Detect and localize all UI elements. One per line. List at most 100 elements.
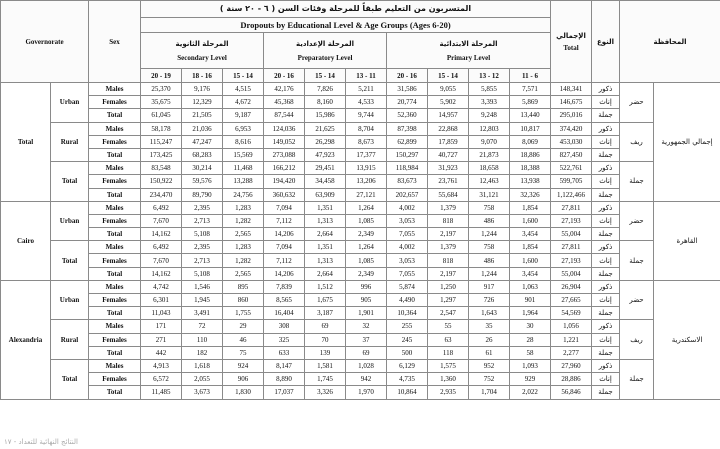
value-cell: 1,283	[222, 240, 265, 255]
value-cell: 13,915	[345, 161, 388, 176]
value-cell: 7,094	[263, 200, 306, 215]
governorate-ar-header: المحافظة	[619, 0, 720, 83]
value-cell: 1,028	[345, 358, 388, 374]
governorate-header: Governorate	[0, 0, 90, 83]
sex: Females	[88, 174, 142, 189]
age-group: 15 - 14	[427, 68, 470, 83]
value-cell: 17,377	[345, 147, 388, 163]
value-cell: 6,301	[140, 292, 183, 308]
value-cell: 47,923	[304, 147, 347, 163]
sex-ar: جملة	[591, 345, 621, 360]
value-cell: 726	[468, 292, 511, 308]
value-cell: 4,913	[140, 358, 183, 374]
sex-ar: إناث	[591, 372, 621, 387]
value-cell: 202,657	[386, 187, 429, 202]
value-cell: 818	[427, 253, 470, 268]
sex: Males	[88, 319, 142, 334]
value-cell: 4,735	[386, 372, 429, 387]
sex: Males	[88, 161, 142, 176]
data-row: Rural Males 58,178 21,036 6,953 124,036 21,625…	[1, 121, 720, 163]
value-cell: 173,425	[140, 147, 183, 163]
level-name-en: Primary Level	[446, 53, 491, 62]
value-cell: 59,576	[181, 174, 224, 189]
value-cell: 15,986	[304, 108, 347, 123]
value-cell: 2,935	[427, 385, 470, 400]
sex-ar: جملة	[591, 306, 621, 321]
value-cell: 360,632	[263, 187, 306, 202]
value-cell: 35	[468, 319, 511, 334]
sex-ar: إناث	[591, 253, 621, 268]
value-cell: 182	[181, 345, 224, 360]
value-cell: 895	[222, 279, 265, 295]
value-cell: 8,565	[263, 292, 306, 308]
data-row: Females 271 110 46 325 70 37 245 63 26 28 1,221 إناث	[1, 332, 720, 347]
value-cell: 7,571	[509, 81, 552, 97]
area-ar: حضر	[619, 279, 655, 321]
age-group: 13 - 11	[345, 68, 388, 83]
value-cell: 1,581	[304, 358, 347, 374]
governorate: Total	[0, 82, 51, 202]
value-cell: 1,745	[304, 372, 347, 387]
value-cell: 5,211	[345, 81, 388, 97]
value-cell: 1,313	[304, 213, 347, 229]
level-name-ar: المرحلة الابتدائية	[439, 39, 498, 48]
total-header-ar: الإجمالي	[556, 31, 586, 40]
value-cell: 2,197	[427, 266, 470, 281]
value-cell: 27,193	[550, 253, 593, 268]
value-cell: 87,544	[263, 108, 306, 123]
total-header: الإجمالي Total	[550, 0, 593, 83]
area-ar: جملة	[619, 240, 655, 281]
header-row: المرحلة الثانوية Secondary Level المرحلة ا…	[1, 32, 720, 69]
value-cell: 63,909	[304, 187, 347, 202]
sex-ar: ذكور	[591, 240, 621, 255]
value-cell: 1,575	[427, 358, 470, 374]
area: Urban	[49, 200, 90, 242]
area-ar: جملة	[619, 358, 655, 400]
value-cell: 3,491	[181, 306, 224, 321]
age-group: 20 - 16	[386, 68, 429, 83]
value-cell: 1,351	[304, 200, 347, 215]
title-ar: المتسربون من التعليم طبقاً للمرحلة وفئات…	[140, 0, 552, 18]
value-cell: 599,705	[550, 174, 593, 189]
data-row: Cairo Urban Males 6,492 2,395 1,283 7,094 1,351…	[0, 200, 720, 281]
value-cell: 4,002	[386, 200, 429, 215]
value-cell: 1,056	[550, 319, 593, 334]
value-cell: 61	[468, 345, 511, 360]
value-cell: 26,904	[550, 279, 593, 295]
value-cell: 752	[468, 372, 511, 387]
value-cell: 75	[222, 345, 265, 360]
governorate-ar: القاهرة	[653, 200, 720, 281]
value-cell: 26	[468, 332, 511, 347]
value-cell: 34,458	[304, 174, 347, 189]
value-cell: 2,395	[181, 240, 224, 255]
value-cell: 29	[222, 319, 265, 334]
value-cell: 55	[427, 319, 470, 334]
value-cell: 271	[140, 332, 183, 347]
governorate-ar: الاسكندرية	[653, 279, 720, 400]
data-row: Total 61,045 21,505 9,187 87,544 15,986 9,744 5…	[1, 108, 720, 123]
value-cell: 30,214	[181, 161, 224, 176]
value-cell: 10,364	[386, 306, 429, 321]
value-cell: 1,264	[345, 200, 388, 215]
value-cell: 3,053	[386, 213, 429, 229]
value-cell: 31,586	[386, 81, 429, 97]
value-cell: 9,176	[181, 81, 224, 97]
value-cell: 42,176	[263, 81, 306, 97]
value-cell: 11,485	[140, 385, 183, 400]
value-cell: 8,673	[345, 134, 388, 149]
value-cell: 45,368	[263, 95, 306, 110]
sex: Total	[88, 385, 142, 400]
data-row: Total 14,162 5,108 2,565 14,206 2,664 2,349 7,0…	[1, 266, 720, 281]
value-cell: 23,761	[427, 174, 470, 189]
age-group: 20 - 16	[263, 68, 306, 83]
value-cell: 917	[468, 279, 511, 295]
value-cell: 21,873	[468, 147, 511, 163]
value-cell: 61,045	[140, 108, 183, 123]
level-name-en: Secondary Level	[177, 53, 227, 62]
title-en: Dropouts by Educational Level & Age Grou…	[140, 17, 552, 33]
value-cell: 1,600	[509, 213, 552, 229]
value-cell: 63	[427, 332, 470, 347]
value-cell: 10,817	[509, 121, 552, 136]
value-cell: 6,492	[140, 240, 183, 255]
value-cell: 89,790	[181, 187, 224, 202]
